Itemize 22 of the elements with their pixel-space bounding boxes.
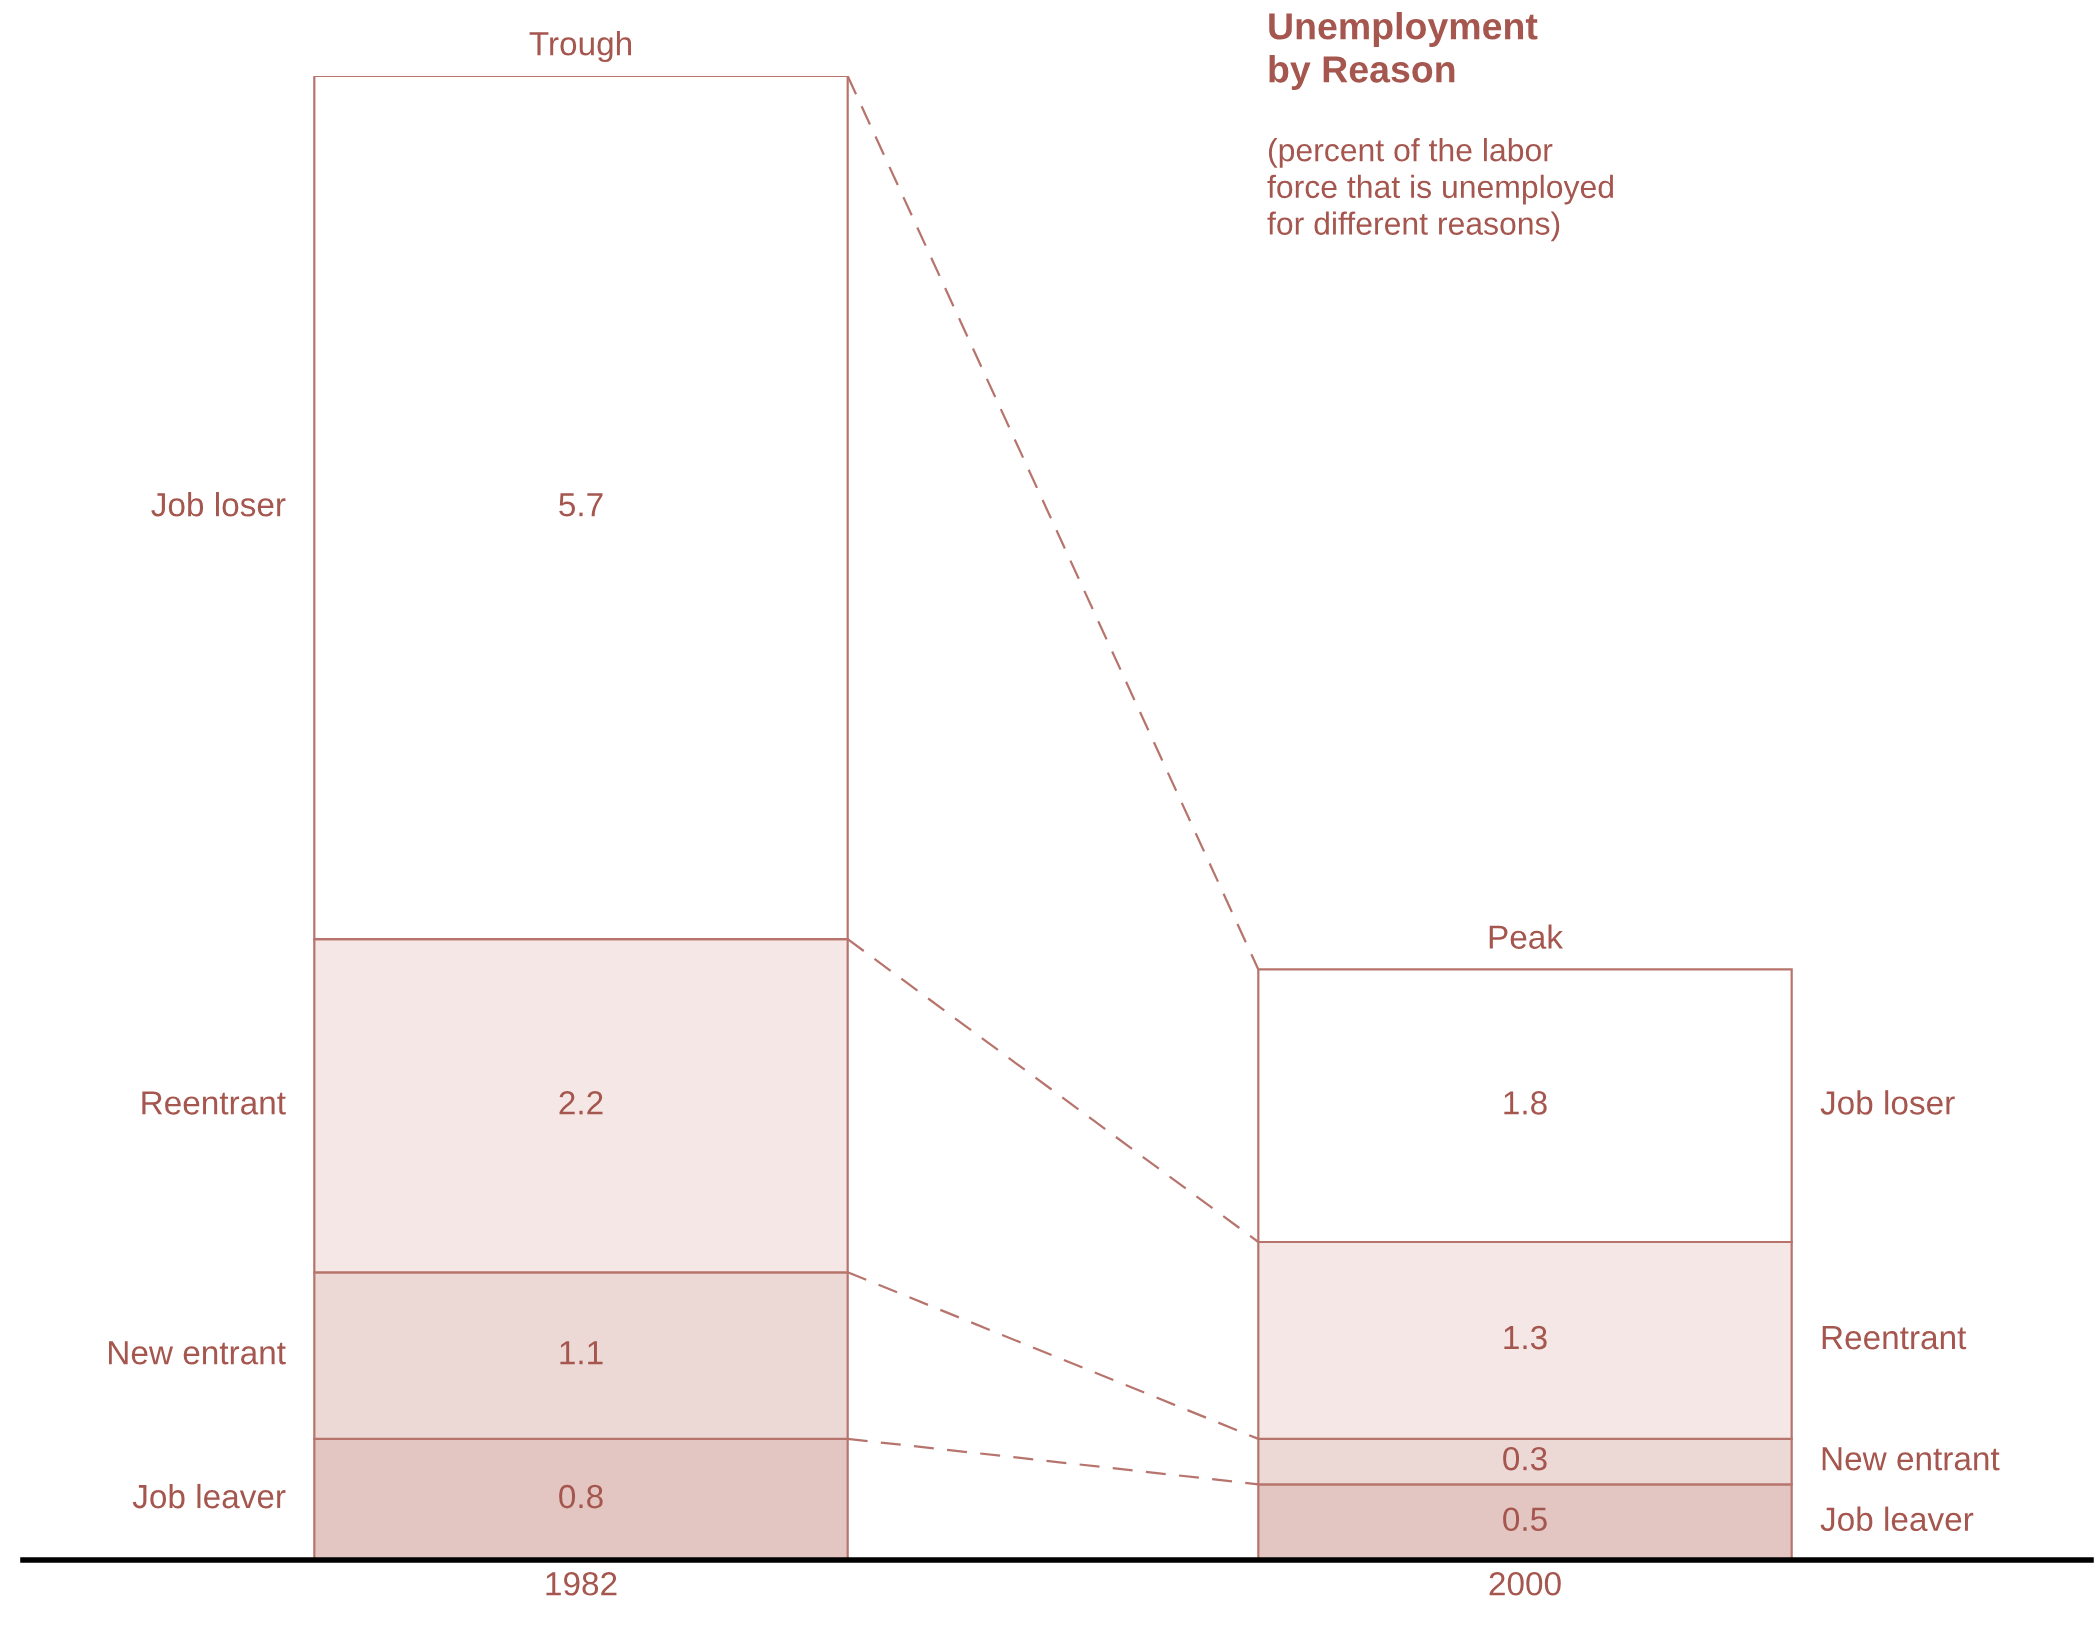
data-label: 1.1 — [560, 1341, 603, 1365]
text: New entrant — [1822, 1447, 2000, 1471]
series-label: New entrant — [109, 1341, 286, 1365]
annotation: Trough — [529, 31, 632, 63]
series-label: Job leaver — [1820, 1506, 1974, 1532]
text: Job leaver — [132, 1483, 286, 1509]
x-tick-label: 1982 — [546, 1571, 617, 1596]
data-label: 1.3 — [1504, 1325, 1547, 1350]
text: Job loser — [151, 492, 286, 517]
data-label: 2.2 — [559, 1091, 603, 1115]
series-label: Job loser — [1820, 1090, 1955, 1115]
text: Reentrant — [1822, 1326, 1967, 1350]
data-label: 5.7 — [559, 493, 603, 517]
data-label: 1.8 — [1504, 1091, 1547, 1115]
data-label: 0.8 — [559, 1484, 603, 1509]
data-label: 0.3 — [1503, 1446, 1547, 1471]
annotation: Peak — [1489, 924, 1564, 949]
chart-title: Unemployment by Reason — [1269, 12, 1538, 91]
series-label: Reentrant — [142, 1091, 286, 1115]
x-tick-label: 2000 — [1489, 1571, 1561, 1596]
data-label: 0.5 — [1503, 1507, 1547, 1532]
text: (percent of the labor force that is unemployed for different reasons) — [1267, 138, 1613, 242]
